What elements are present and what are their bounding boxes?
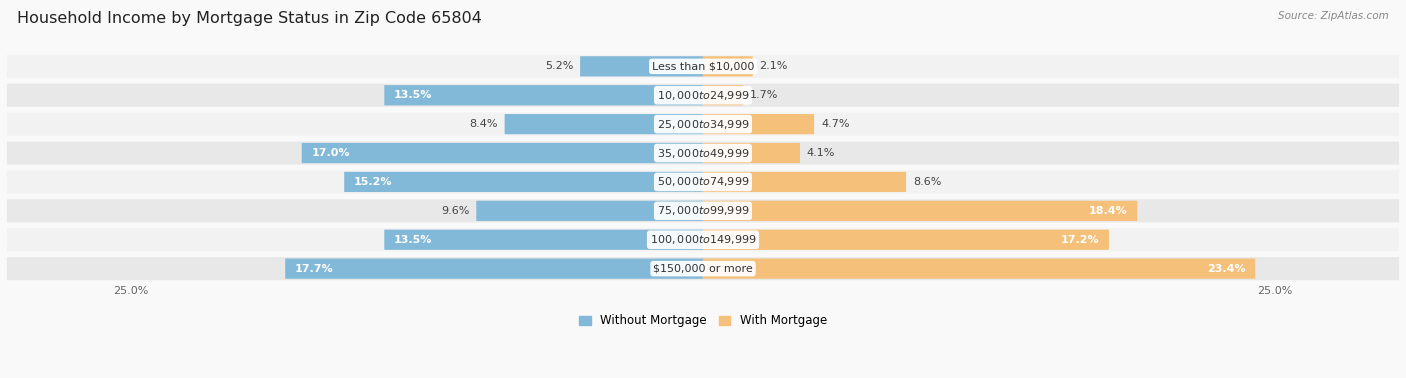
Text: 17.7%: 17.7% bbox=[295, 263, 333, 274]
FancyBboxPatch shape bbox=[7, 84, 1399, 107]
FancyBboxPatch shape bbox=[7, 199, 1399, 222]
Text: 17.0%: 17.0% bbox=[312, 148, 350, 158]
Text: $150,000 or more: $150,000 or more bbox=[654, 263, 752, 274]
FancyBboxPatch shape bbox=[703, 143, 800, 163]
FancyBboxPatch shape bbox=[703, 201, 1137, 221]
FancyBboxPatch shape bbox=[703, 259, 1256, 279]
FancyBboxPatch shape bbox=[703, 172, 905, 192]
FancyBboxPatch shape bbox=[7, 113, 1399, 136]
FancyBboxPatch shape bbox=[7, 141, 1399, 164]
Text: 1.7%: 1.7% bbox=[751, 90, 779, 100]
Text: 8.6%: 8.6% bbox=[912, 177, 941, 187]
Text: 23.4%: 23.4% bbox=[1206, 263, 1246, 274]
Legend: Without Mortgage, With Mortgage: Without Mortgage, With Mortgage bbox=[574, 310, 832, 332]
FancyBboxPatch shape bbox=[477, 201, 703, 221]
Text: $35,000 to $49,999: $35,000 to $49,999 bbox=[657, 147, 749, 160]
FancyBboxPatch shape bbox=[7, 257, 1399, 280]
Text: 4.7%: 4.7% bbox=[821, 119, 849, 129]
FancyBboxPatch shape bbox=[703, 114, 814, 134]
Text: 13.5%: 13.5% bbox=[394, 90, 433, 100]
Text: 4.1%: 4.1% bbox=[807, 148, 835, 158]
FancyBboxPatch shape bbox=[505, 114, 703, 134]
Text: 25.0%: 25.0% bbox=[1257, 286, 1292, 296]
FancyBboxPatch shape bbox=[7, 170, 1399, 194]
FancyBboxPatch shape bbox=[285, 259, 703, 279]
Text: Source: ZipAtlas.com: Source: ZipAtlas.com bbox=[1278, 11, 1389, 21]
Text: $25,000 to $34,999: $25,000 to $34,999 bbox=[657, 118, 749, 131]
FancyBboxPatch shape bbox=[344, 172, 703, 192]
FancyBboxPatch shape bbox=[384, 85, 703, 105]
Text: 15.2%: 15.2% bbox=[354, 177, 392, 187]
FancyBboxPatch shape bbox=[384, 229, 703, 250]
Text: $50,000 to $74,999: $50,000 to $74,999 bbox=[657, 175, 749, 189]
FancyBboxPatch shape bbox=[703, 85, 744, 105]
Text: Household Income by Mortgage Status in Zip Code 65804: Household Income by Mortgage Status in Z… bbox=[17, 11, 482, 26]
Text: $75,000 to $99,999: $75,000 to $99,999 bbox=[657, 204, 749, 217]
Text: 2.1%: 2.1% bbox=[759, 61, 787, 71]
Text: 8.4%: 8.4% bbox=[470, 119, 498, 129]
Text: 18.4%: 18.4% bbox=[1088, 206, 1128, 216]
FancyBboxPatch shape bbox=[581, 56, 703, 76]
Text: Less than $10,000: Less than $10,000 bbox=[652, 61, 754, 71]
Text: $100,000 to $149,999: $100,000 to $149,999 bbox=[650, 233, 756, 246]
FancyBboxPatch shape bbox=[7, 55, 1399, 78]
Text: 17.2%: 17.2% bbox=[1060, 235, 1099, 245]
Text: 25.0%: 25.0% bbox=[114, 286, 149, 296]
FancyBboxPatch shape bbox=[703, 56, 752, 76]
Text: $10,000 to $24,999: $10,000 to $24,999 bbox=[657, 89, 749, 102]
Text: 9.6%: 9.6% bbox=[441, 206, 470, 216]
Text: 13.5%: 13.5% bbox=[394, 235, 433, 245]
Text: 5.2%: 5.2% bbox=[546, 61, 574, 71]
FancyBboxPatch shape bbox=[703, 229, 1109, 250]
FancyBboxPatch shape bbox=[7, 228, 1399, 251]
FancyBboxPatch shape bbox=[302, 143, 703, 163]
